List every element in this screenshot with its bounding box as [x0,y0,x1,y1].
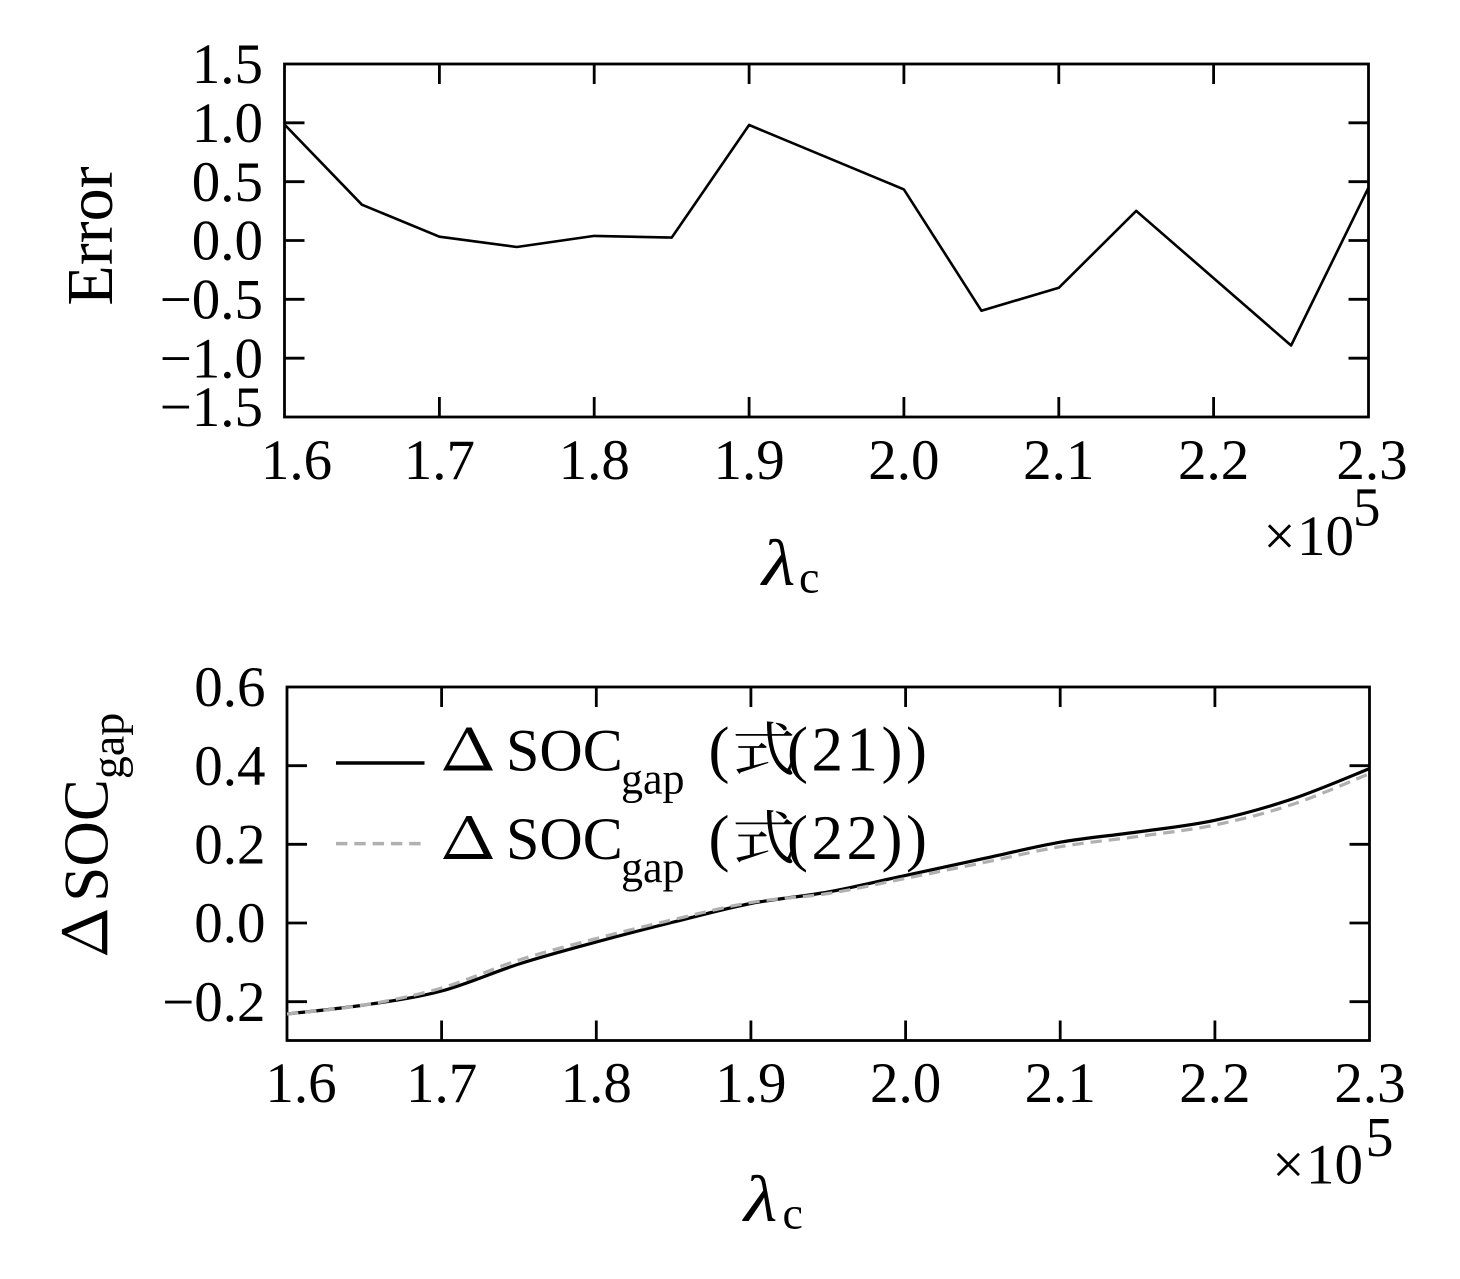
svg-text:0.4: 0.4 [194,735,265,798]
svg-text:SOC: SOC [506,806,623,872]
svg-text:SOC: SOC [506,718,623,784]
svg-text:Error: Error [54,166,127,305]
svg-text:2.1: 2.1 [1023,429,1094,492]
svg-text:−0.2: −0.2 [162,971,265,1034]
svg-text:(21)): (21)) [787,715,930,785]
svg-text:0.6: 0.6 [194,656,265,719]
svg-text:1.8: 1.8 [561,1052,632,1115]
svg-text:c: c [783,1188,803,1239]
svg-text:2.0: 2.0 [868,429,939,492]
svg-text:2.2: 2.2 [1178,429,1249,492]
svg-text:2.3: 2.3 [1334,1052,1405,1115]
svg-text:1.7: 1.7 [406,1052,477,1115]
svg-text:1.9: 1.9 [715,1052,786,1115]
svg-text:1.8: 1.8 [559,429,630,492]
svg-text:0.0: 0.0 [192,210,263,273]
svg-text:gap: gap [621,755,685,804]
svg-text:10: 10 [1306,1134,1363,1197]
svg-text:−1.5: −1.5 [160,376,263,439]
svg-text:1.9: 1.9 [713,429,784,492]
svg-text:(: ( [709,803,730,873]
svg-text:−1.0: −1.0 [160,327,263,390]
svg-text:(: ( [709,715,730,785]
svg-text:1.0: 1.0 [192,92,263,155]
svg-text:c: c [799,552,819,603]
svg-text:5: 5 [1353,476,1381,537]
svg-text:2.1: 2.1 [1025,1052,1096,1115]
svg-text:1.7: 1.7 [404,429,475,492]
svg-text:2.3: 2.3 [1336,429,1407,492]
svg-text:gap: gap [621,843,685,892]
svg-text:1.6: 1.6 [265,1052,336,1115]
svg-text:0.0: 0.0 [194,892,265,955]
svg-text:2.0: 2.0 [870,1052,941,1115]
svg-text:(22)): (22)) [787,803,930,873]
svg-text:−0.5: −0.5 [160,268,263,331]
svg-text:5: 5 [1366,1107,1394,1169]
svg-text:10: 10 [1297,505,1354,568]
svg-text:λ: λ [742,1162,778,1236]
svg-text:0.5: 0.5 [192,151,263,214]
svg-text:λ: λ [760,526,796,600]
svg-text:0.2: 0.2 [194,813,265,876]
svg-text:×: × [1272,1134,1304,1197]
svg-text:1.5: 1.5 [192,33,263,96]
svg-text:1.6: 1.6 [261,429,332,492]
svg-text:2.2: 2.2 [1179,1052,1250,1115]
svg-text:×: × [1263,505,1295,568]
